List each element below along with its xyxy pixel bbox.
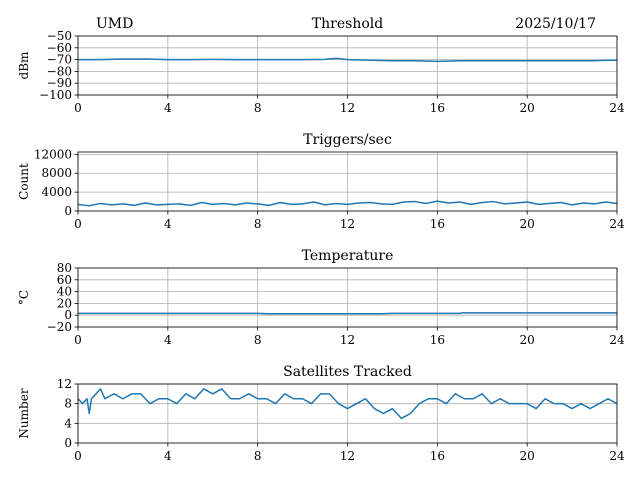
header-right: 2025/10/17 [515,16,596,32]
x-tick-label: 8 [254,333,262,347]
series-line-3-0 [77,388,618,420]
x-tick-label: 24 [609,101,625,115]
y-tick-label: 12 [57,377,72,391]
x-tick-label: 8 [254,449,262,463]
subplot-0: 0 4 8 12 16 20 24 −50−60−70−80−90−100 Threshold d… [17,16,625,115]
y-tick-label: 20 [57,296,72,310]
y-tick-label: 8 [64,397,72,411]
y-tick-label: −80 [47,64,72,78]
x-tick-label: 8 [254,217,262,231]
subplot-1: 0 4 8 12 16 20 24 0 4000 8000 12000 Triggers/sec Cou… [17,132,625,231]
series-line-0-0 [78,57,617,63]
y-tick-label: 60 [57,273,72,287]
y-axis-label: Count [17,163,31,200]
axes-frame [77,151,618,212]
x-tick-label: 0 [74,333,82,347]
x-tick-label: 0 [74,449,82,463]
y-tick-label: 4 [64,416,72,430]
y-tick-label: −100 [39,88,72,102]
y-axis-label: dBm [17,51,31,80]
x-tick-label: 24 [609,333,625,347]
y-axis-label: Number [17,388,31,438]
x-tick-label: 0 [74,101,82,115]
subplot-title: Triggers/sec [303,132,392,148]
y-tick-label: −50 [47,29,72,43]
axes-frame [77,267,618,328]
x-tick-label: 12 [340,333,355,347]
x-tick-label: 4 [164,449,172,463]
x-tick-label: 16 [430,449,445,463]
x-tick-label: 12 [340,449,355,463]
x-tick-label: 4 [164,333,172,347]
y-tick-label: 8000 [41,166,72,180]
y-tick-label: 0 [64,308,72,322]
x-tick-label: 8 [254,101,262,115]
x-tick-label: 16 [430,217,445,231]
x-tick-label: 0 [74,217,82,231]
series-line-2-0 [78,312,617,315]
x-tick-label: 16 [430,101,445,115]
y-tick-label: 0 [64,436,72,450]
x-tick-label: 12 [340,101,355,115]
subplot-title: Threshold [312,16,383,32]
x-tick-label: 4 [164,101,172,115]
subplot-3: 0 4 8 12 16 20 24 0 4 8 12 Satellites Tracked Number [17,364,625,463]
x-tick-label: 4 [164,217,172,231]
y-tick-label: 4000 [41,185,72,199]
axes-frame [77,35,618,96]
header-left: UMD [96,16,133,32]
x-tick-label: 16 [430,333,445,347]
subplot-title: Satellites Tracked [283,364,412,380]
y-axis-label: °C [17,290,31,305]
y-tick-label: −70 [47,53,72,67]
x-tick-label: 12 [340,217,355,231]
x-tick-label: 24 [609,449,625,463]
x-tick-label: 20 [520,217,535,231]
y-tick-label: −20 [47,320,72,334]
plots: 0 4 8 12 16 20 24 −50−60−70−80−90−100 Threshold d… [17,16,625,463]
x-tick-label: 20 [520,101,535,115]
y-tick-label: 40 [57,285,72,299]
subplot-title: Temperature [302,248,394,264]
series-line-1-0 [77,200,618,207]
y-tick-label: 80 [57,261,72,275]
y-tick-label: −90 [47,76,72,90]
axes-frame [77,383,618,444]
x-tick-label: 20 [520,333,535,347]
y-tick-label: −60 [47,41,72,55]
y-tick-label: 0 [64,204,72,218]
y-tick-label: 12000 [34,147,72,161]
x-tick-label: 20 [520,449,535,463]
x-tick-label: 24 [609,217,625,231]
